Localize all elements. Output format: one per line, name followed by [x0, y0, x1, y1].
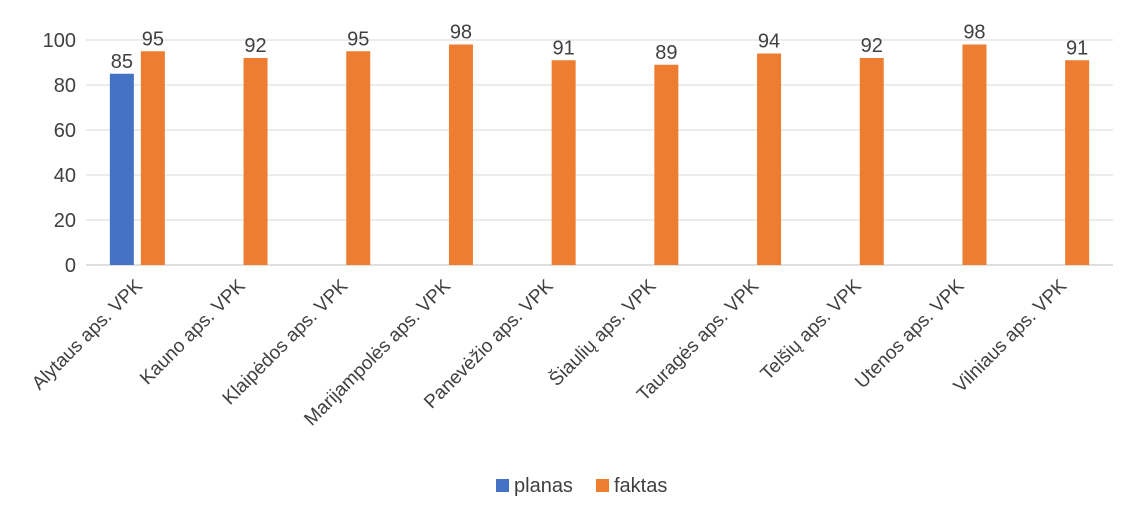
data-label: 95	[142, 28, 164, 50]
x-category-label: Vilniaus aps. VPK	[950, 275, 1072, 397]
bar-faktas	[551, 60, 576, 265]
x-category-label: Telšių aps. VPK	[757, 275, 866, 384]
bar-faktas	[859, 58, 884, 265]
bar-planas	[109, 73, 134, 265]
data-labels: 85 95 92 95 98 91 89 94 92 98 91	[111, 22, 1089, 73]
data-label: 92	[244, 35, 266, 57]
y-tick-label: 0	[65, 255, 76, 277]
bar-faktas	[757, 53, 782, 265]
gridlines	[86, 39, 1113, 266]
y-tick-label: 20	[54, 210, 76, 232]
data-label: 98	[963, 22, 985, 44]
bar-faktas	[243, 58, 268, 265]
bar-faktas	[1065, 60, 1090, 265]
x-category-label: Utenos aps. VPK	[851, 275, 968, 392]
bar-faktas	[140, 51, 165, 265]
legend-swatch-faktas	[596, 479, 609, 492]
data-label: 94	[758, 31, 780, 53]
x-category-label: Kauno aps. VPK	[136, 275, 250, 389]
y-tick-label: 60	[54, 120, 76, 142]
legend-label: planas	[514, 475, 573, 497]
data-label: 89	[655, 42, 677, 64]
legend-label: faktas	[614, 475, 667, 497]
x-category-label: Šiaulių aps. VPK	[545, 275, 661, 391]
bar-faktas	[448, 44, 473, 265]
legend-swatch-planas	[496, 479, 509, 492]
data-label: 98	[450, 22, 472, 44]
bar-faktas	[346, 51, 371, 265]
bar-faktas	[962, 44, 987, 265]
bars	[109, 44, 1090, 265]
y-tick-label: 80	[54, 75, 76, 97]
data-label: 85	[111, 51, 133, 73]
y-tick-label: 40	[54, 165, 76, 187]
bar-faktas	[654, 64, 679, 265]
data-label: 95	[347, 28, 369, 50]
data-label: 91	[1066, 37, 1088, 59]
data-label: 91	[553, 37, 575, 59]
data-label: 92	[861, 35, 883, 57]
y-tick-label: 100	[43, 30, 76, 52]
legend: planas faktas	[496, 475, 667, 497]
y-axis-ticks: 0 20 40 60 80 100	[43, 30, 76, 277]
x-category-label: Alytaus aps. VPK	[28, 275, 147, 394]
